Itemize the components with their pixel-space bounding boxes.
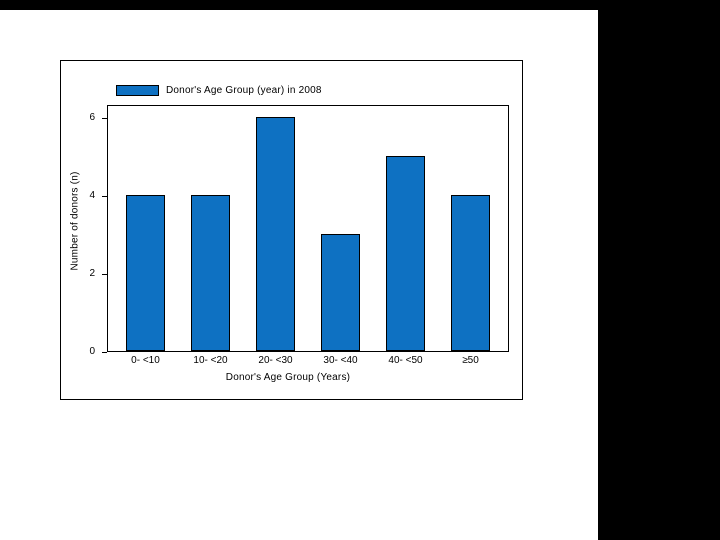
bar-0- <10 — [126, 195, 165, 351]
bar-≥50 — [451, 195, 490, 351]
bar-20- <30 — [256, 117, 295, 351]
y-tick — [102, 196, 107, 197]
bar-30- <40 — [321, 234, 360, 351]
y-tick — [102, 352, 107, 353]
y-tick-label: 0 — [89, 346, 95, 357]
document-canvas: Donor's Age Group (year) in 2008 Number … — [0, 10, 598, 540]
y-tick — [102, 118, 107, 119]
y-tick — [102, 274, 107, 275]
plot-area — [107, 105, 509, 352]
x-tick-label: 40- <50 — [388, 355, 423, 366]
y-tick-label: 6 — [89, 112, 95, 123]
x-tick-label: 30- <40 — [323, 355, 358, 366]
x-tick-label: 20- <30 — [258, 355, 293, 366]
bar-10- <20 — [191, 195, 230, 351]
chart-page: Donor's Age Group (year) in 2008 Number … — [60, 60, 523, 400]
legend-swatch — [116, 85, 159, 96]
y-tick-label: 4 — [89, 190, 95, 201]
legend-label: Donor's Age Group (year) in 2008 — [166, 85, 322, 96]
y-axis-title: Number of donors (n) — [69, 171, 81, 271]
x-tick-label: 0- <10 — [131, 355, 160, 366]
x-tick-label: ≥50 — [462, 355, 479, 366]
bar-40- <50 — [386, 156, 425, 351]
x-axis-title: Donor's Age Group (Years) — [225, 372, 351, 383]
y-tick-label: 2 — [89, 268, 95, 279]
x-axis-tick-labels: 0- <10 10- <20 20- <30 30- <40 40- <50 ≥50 — [107, 355, 509, 367]
x-tick-label: 10- <20 — [193, 355, 228, 366]
